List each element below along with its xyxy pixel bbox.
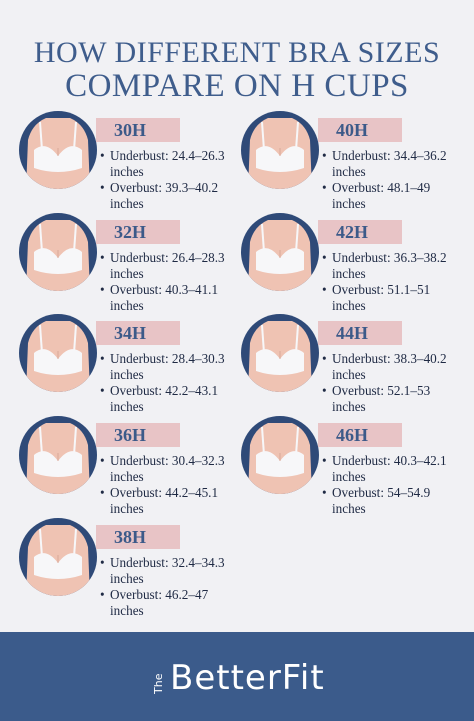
overbust: Overbust: 52.1–53 inches bbox=[322, 383, 448, 415]
underbust: Underbust: 28.4–30.3 inches bbox=[100, 351, 226, 383]
figure-illustration bbox=[18, 212, 98, 292]
overbust: Overbust: 48.1–49 inches bbox=[322, 180, 448, 212]
size-label: 32H bbox=[96, 219, 180, 244]
figure-illustration bbox=[18, 110, 98, 190]
title-line: HOW DIFFERENT BRA SIZES bbox=[33, 36, 441, 69]
underbust: Underbust: 34.4–36.2 inches bbox=[322, 148, 448, 180]
figure-illustration bbox=[18, 517, 98, 597]
size-label: 44H bbox=[318, 321, 402, 346]
overbust: Overbust: 44.2–45.1 inches bbox=[100, 485, 226, 517]
size-label: 34H bbox=[96, 321, 180, 346]
figure-illustration bbox=[18, 313, 98, 393]
size-label: 30H bbox=[96, 118, 180, 142]
size-info: Underbust: 28.4–30.3 inchesOverbust: 42.… bbox=[100, 351, 226, 415]
size-info: Underbust: 38.3–40.2 inchesOverbust: 52.… bbox=[322, 351, 448, 415]
brand-name: BetterFit bbox=[170, 658, 325, 698]
size-label: 42H bbox=[318, 219, 402, 244]
overbust: Overbust: 39.3–40.2 inches bbox=[100, 180, 226, 212]
size-label: 36H bbox=[96, 423, 180, 448]
overbust: Overbust: 42.2–43.1 inches bbox=[100, 383, 226, 415]
title-line: COMPARE ON H CUPS bbox=[65, 68, 409, 104]
size-info: Underbust: 40.3–42.1 inchesOverbust: 54–… bbox=[322, 453, 448, 517]
underbust: Underbust: 26.4–28.3 inches bbox=[100, 250, 226, 282]
size-info: Underbust: 36.3–38.2 inchesOverbust: 51.… bbox=[322, 250, 448, 314]
footer: The BetterFit bbox=[0, 632, 474, 721]
size-info: Underbust: 32.4–34.3 inchesOverbust: 46.… bbox=[100, 555, 226, 619]
overbust: Overbust: 40.3–41.1 inches bbox=[100, 282, 226, 314]
underbust: Underbust: 40.3–42.1 inches bbox=[322, 453, 448, 485]
underbust: Underbust: 36.3–38.2 inches bbox=[322, 250, 448, 282]
figure-illustration bbox=[240, 415, 320, 495]
underbust: Underbust: 24.4–26.3 inches bbox=[100, 148, 226, 180]
underbust: Underbust: 32.4–34.3 inches bbox=[100, 555, 226, 587]
figure-illustration bbox=[240, 212, 320, 292]
brand-prefix: The bbox=[152, 673, 165, 694]
figure-illustration bbox=[240, 313, 320, 393]
size-label: 46H bbox=[318, 423, 402, 448]
size-info: Underbust: 24.4–26.3 inchesOverbust: 39.… bbox=[100, 148, 226, 212]
overbust: Overbust: 54–54.9 inches bbox=[322, 485, 448, 517]
overbust: Overbust: 51.1–51 inches bbox=[322, 282, 448, 314]
underbust: Underbust: 38.3–40.2 inches bbox=[322, 351, 448, 383]
size-info: Underbust: 34.4–36.2 inchesOverbust: 48.… bbox=[322, 148, 448, 212]
underbust: Underbust: 30.4–32.3 inches bbox=[100, 453, 226, 485]
overbust: Overbust: 46.2–47 inches bbox=[100, 587, 226, 619]
size-info: Underbust: 30.4–32.3 inchesOverbust: 44.… bbox=[100, 453, 226, 517]
figure-illustration bbox=[18, 415, 98, 495]
size-label: 38H bbox=[96, 524, 180, 549]
figure-illustration bbox=[240, 110, 320, 190]
size-label: 40H bbox=[318, 118, 402, 142]
size-info: Underbust: 26.4–28.3 inchesOverbust: 40.… bbox=[100, 250, 226, 314]
